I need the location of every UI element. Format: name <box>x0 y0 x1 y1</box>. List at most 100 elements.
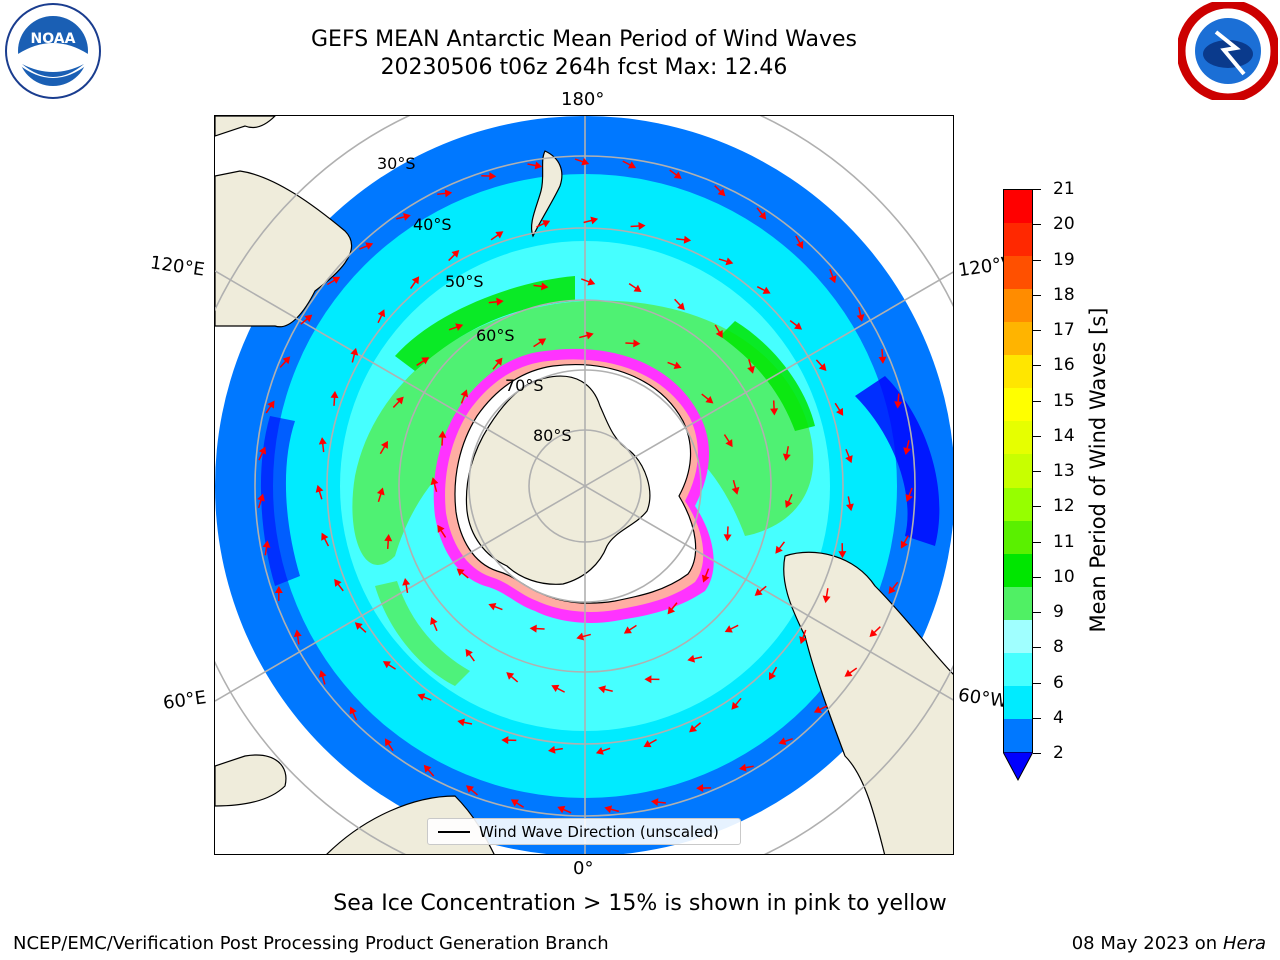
map-canvas <box>215 116 953 854</box>
legend-label: Wind Wave Direction (unscaled) <box>479 823 719 841</box>
wave-direction-arrow <box>501 736 517 745</box>
colorbar-tick <box>1033 365 1041 367</box>
colorbar-segment <box>1004 487 1032 522</box>
wave-direction-arrow <box>274 586 283 602</box>
legend-line-icon <box>438 831 470 833</box>
colorbar-tick <box>1033 682 1041 684</box>
wave-direction-arrow <box>430 617 438 632</box>
wave-direction-arrow <box>756 285 771 294</box>
wave-direction-arrow <box>674 298 685 311</box>
ocean-band-lt2-east <box>855 376 940 546</box>
colorbar-segment <box>1004 652 1032 687</box>
colorbar-tick <box>1033 400 1041 402</box>
date-value: 08 May 2023 on <box>1071 933 1218 954</box>
wave-direction-arrow <box>894 393 903 409</box>
colorbar-segment <box>1004 388 1032 422</box>
wave-direction-arrow <box>416 357 430 366</box>
colorbar-segment <box>1004 289 1032 323</box>
colorbar-tick-label: 11 <box>1053 531 1075 552</box>
wave-direction-arrow <box>349 706 358 721</box>
wave-direction-arrow <box>696 784 712 793</box>
wave-direction-arrow <box>769 666 778 681</box>
wave-direction-arrow <box>456 568 469 579</box>
wave-direction-arrow <box>828 268 837 284</box>
wave-direction-arrow <box>731 480 740 495</box>
wave-direction-arrow <box>437 189 453 198</box>
colorbar-tick <box>1033 471 1041 472</box>
colorbar <box>1003 189 1033 753</box>
wave-direction-arrow <box>402 578 411 593</box>
wave-direction-arrow <box>510 799 524 808</box>
wave-direction-arrow <box>714 324 723 339</box>
colorbar-segment <box>1004 520 1032 555</box>
wave-direction-arrow <box>488 297 504 306</box>
wave-direction-arrow <box>869 626 881 638</box>
noaa-logo-text: NOAA <box>31 31 76 47</box>
meridian-60e-120w <box>215 271 953 702</box>
wave-direction-arrow <box>557 805 572 814</box>
wave-direction-arrow <box>738 763 754 772</box>
wave-direction-arrow <box>583 216 599 225</box>
wave-direction-arrow <box>714 185 726 197</box>
wave-direction-arrow <box>279 356 291 368</box>
date-text: 08 May 2023 on Hera <box>1072 933 1266 954</box>
wave-direction-arrow <box>377 309 386 324</box>
wave-direction-arrow <box>724 624 739 633</box>
wave-direction-arrow <box>409 276 420 289</box>
wave-direction-arrow <box>527 161 543 170</box>
chart-subtitle: 20230506 t06z 264h fcst Max: 12.46 <box>380 55 788 80</box>
wave-direction-arrow <box>379 440 388 455</box>
colorbar-tick-label: 18 <box>1053 284 1075 305</box>
arrow-legend: Wind Wave Direction (unscaled) <box>427 818 741 845</box>
wave-direction-arrow <box>490 231 504 241</box>
wave-direction-arrow <box>384 738 394 752</box>
colorbar-tick-label: 2 <box>1053 743 1064 763</box>
wave-direction-arrow <box>622 160 637 169</box>
wave-direction-arrow <box>789 319 803 330</box>
wave-direction-arrow <box>845 448 853 464</box>
wave-direction-arrow <box>878 348 887 364</box>
colorbar-tick <box>1033 294 1041 296</box>
ocean-band-9-10-west <box>375 581 470 686</box>
wave-direction-arrow <box>701 393 714 404</box>
lat-label-40s: 40°S <box>413 215 452 234</box>
colorbar-tick-label: 9 <box>1053 602 1064 622</box>
colorbar-tick-label: 16 <box>1053 355 1075 376</box>
wave-direction-arrow <box>731 697 742 710</box>
colorbar-tick <box>1033 259 1041 261</box>
colorbar-tick <box>1033 541 1041 543</box>
wave-direction-arrow <box>350 347 359 363</box>
wave-direction-arrow <box>321 532 330 547</box>
wave-direction-arrow <box>581 277 596 286</box>
ocean-band-lt2-west <box>260 416 300 586</box>
wave-direction-arrow <box>900 535 909 549</box>
wave-direction-arrow <box>576 632 591 641</box>
wave-direction-arrow <box>448 249 460 262</box>
land-south-america <box>783 551 953 854</box>
wave-direction-arrow <box>382 661 396 670</box>
wave-direction-arrow <box>689 722 702 733</box>
wave-direction-arrow <box>318 669 327 685</box>
wave-direction-arrow <box>466 785 478 796</box>
wave-direction-arrow <box>669 169 682 179</box>
wave-direction-arrow <box>747 359 755 374</box>
wave-direction-arrow <box>723 526 732 542</box>
wave-direction-arrow <box>423 764 435 777</box>
colorbar-tick <box>1033 224 1041 226</box>
wave-direction-arrow <box>506 672 519 683</box>
land-madagascar <box>215 754 287 807</box>
wave-direction-arrow <box>548 745 563 754</box>
wave-direction-arrow <box>318 437 327 453</box>
wave-direction-arrow <box>300 314 313 325</box>
lon-label-120e: 120°E <box>148 252 206 281</box>
machine-name: Hera <box>1222 933 1266 954</box>
colorbar-tick <box>1033 612 1041 613</box>
wave-direction-arrow <box>775 541 786 554</box>
wave-direction-arrow <box>795 235 804 249</box>
wave-direction-arrow <box>293 629 302 645</box>
wave-direction-arrow <box>723 434 733 448</box>
wave-direction-arrow <box>625 339 641 348</box>
wave-direction-arrow <box>257 493 265 509</box>
wave-direction-arrow <box>265 400 275 414</box>
wave-direction-arrow <box>623 624 637 634</box>
